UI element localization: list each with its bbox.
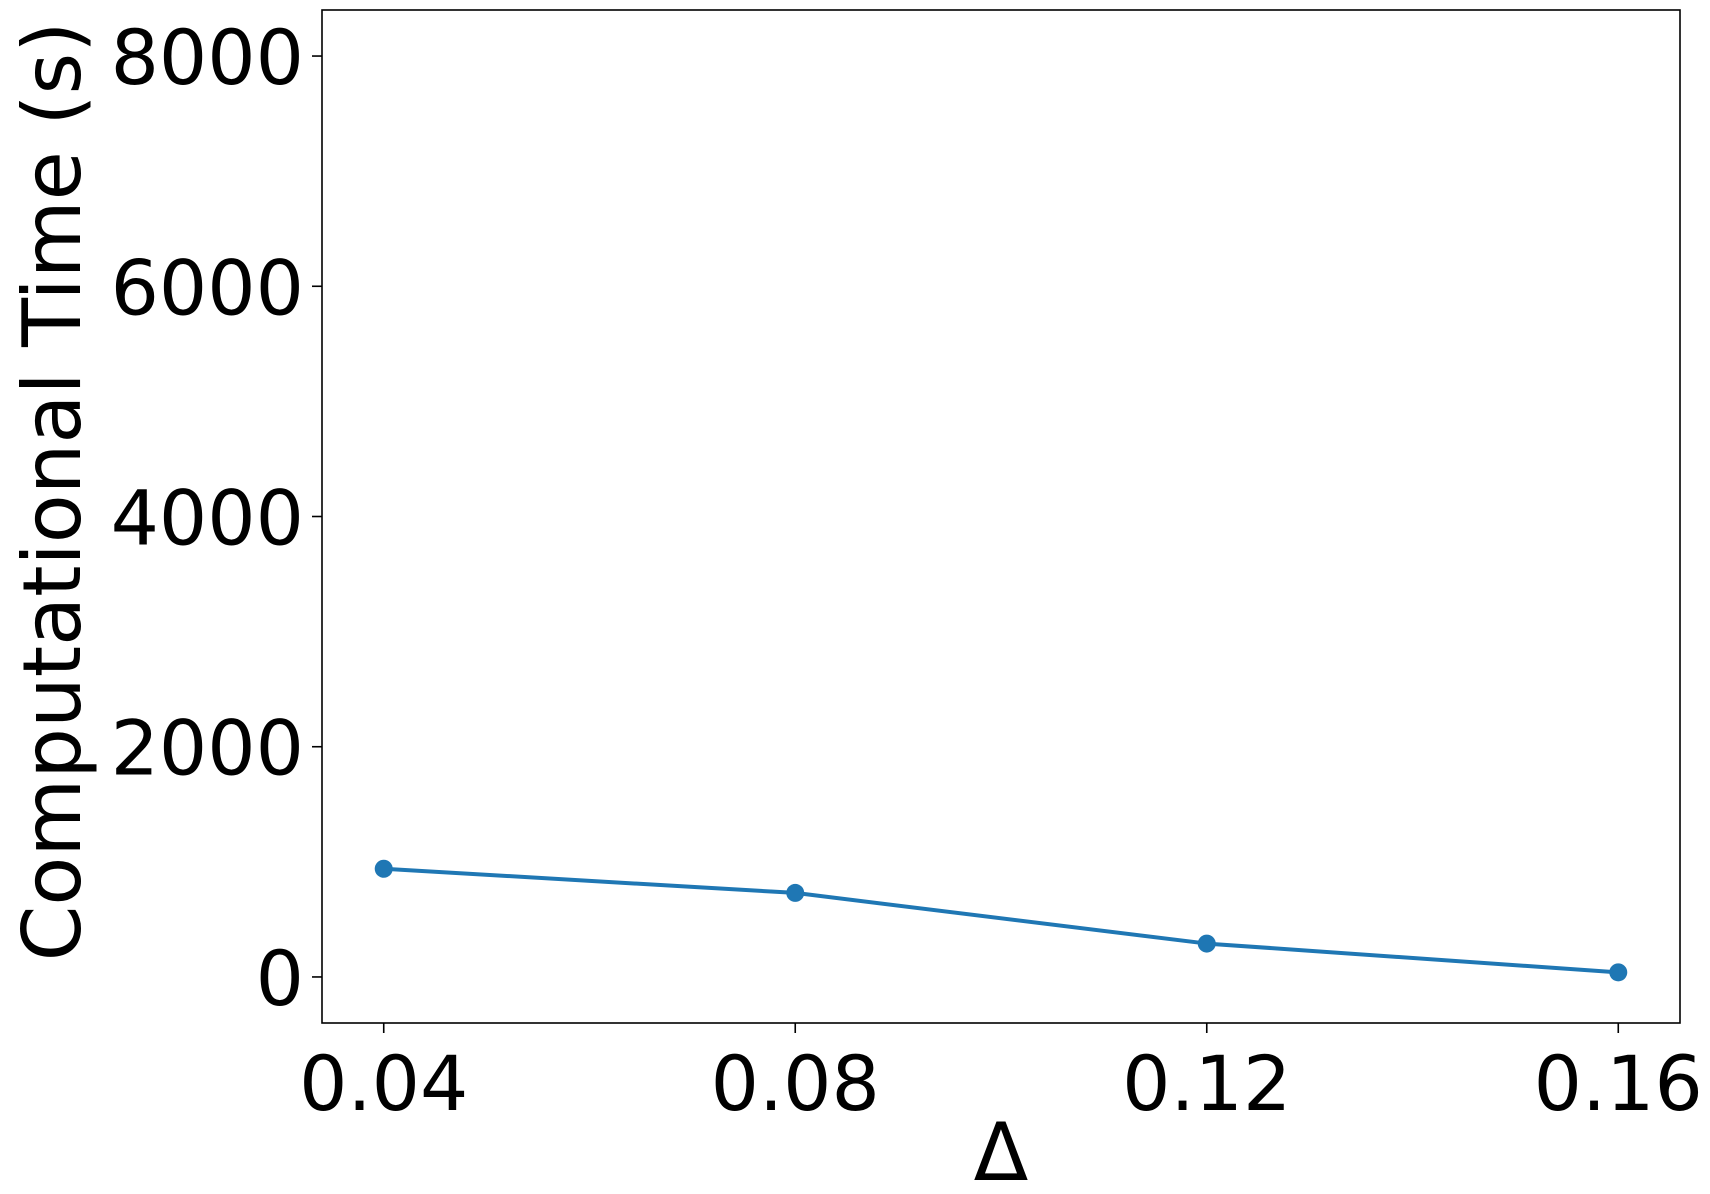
data-point: [374, 859, 393, 878]
series-layer: [374, 859, 1628, 982]
y-tick-label: 4000: [111, 474, 304, 563]
y-axis-ticks: 0 2000 4000 6000 8000: [111, 13, 322, 1023]
y-tick-label: 6000: [111, 243, 304, 332]
plot-frame: [321, 9, 1681, 1024]
y-tick-label: 8000: [111, 13, 304, 102]
x-tick-label: 0.12: [1122, 1039, 1291, 1128]
series-line: [383, 866, 1619, 975]
y-tick-label: 2000: [111, 704, 304, 793]
data-point: [786, 883, 805, 902]
y-axis-label: Computational Time (s): [6, 22, 99, 962]
x-tick-label: 0.08: [711, 1039, 880, 1128]
data-point: [1609, 963, 1628, 982]
x-tick-label: 0.04: [299, 1039, 468, 1128]
x-tick-label: 0.16: [1534, 1039, 1703, 1128]
x-axis-ticks: 0.04 0.08 0.12 0.16: [299, 1023, 1703, 1128]
y-tick-label: 0: [256, 934, 304, 1023]
data-point: [1197, 934, 1216, 953]
x-axis-label: Δ: [974, 1106, 1029, 1194]
